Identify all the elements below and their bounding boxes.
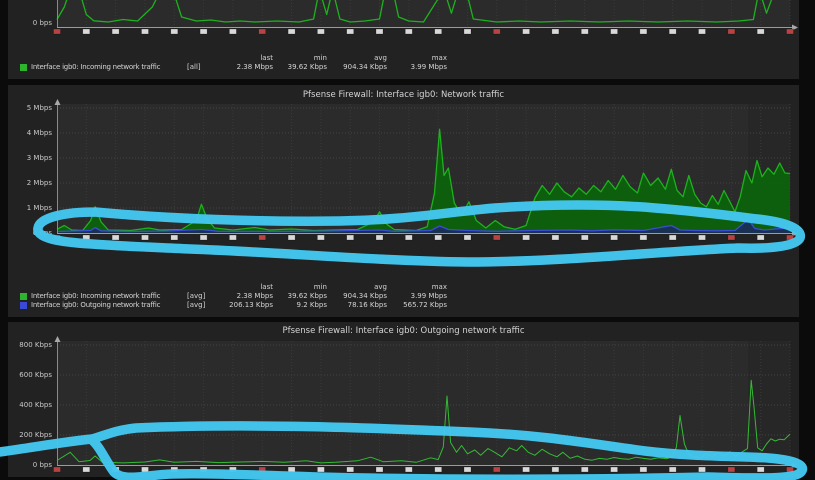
y-axis-label: 2 Mbps bbox=[26, 179, 52, 187]
series-mode: [avg] bbox=[187, 301, 206, 309]
y-axis-label: 5 Mbps bbox=[26, 104, 52, 112]
panel-outgoing-traffic: Pfsense Firewall: Interface igb0: Outgoi… bbox=[8, 322, 799, 477]
panel-network-traffic: Pfsense Firewall: Interface igb0: Networ… bbox=[8, 85, 799, 317]
y-axis-label: 400 Kbps bbox=[19, 401, 52, 409]
stat-min: 39.62 Kbps bbox=[287, 63, 327, 71]
stat-min: 39.62 Kbps bbox=[287, 292, 327, 300]
stat-max: 3.99 Mbps bbox=[410, 63, 447, 71]
stat-max: 565.72 Kbps bbox=[403, 301, 447, 309]
panel-title[interactable]: Pfsense Firewall: Interface igb0: Networ… bbox=[302, 90, 505, 100]
legend-header-last: last bbox=[260, 54, 273, 62]
series-label[interactable]: Interface igb0: Incoming network traffic bbox=[31, 63, 161, 71]
y-axis-label: 0 bps bbox=[32, 461, 52, 469]
y-axis-label: 0 bps bbox=[32, 19, 52, 27]
legend-header-avg: avg bbox=[374, 283, 387, 291]
stat-avg: 78.16 Kbps bbox=[347, 301, 387, 309]
legend: last min avg max Interface igb0: Incomin… bbox=[20, 54, 447, 72]
legend-row: Interface igb0: Incoming network traffic… bbox=[20, 292, 447, 301]
stat-last: 2.38 Mbps bbox=[236, 292, 273, 300]
legend: last min avg max Interface igb0: Incomin… bbox=[20, 283, 447, 310]
series-mode: [avg] bbox=[187, 292, 206, 300]
stat-avg: 904.34 Kbps bbox=[343, 292, 387, 300]
legend-header-last: last bbox=[260, 283, 273, 291]
y-axis-label: 800 Kbps bbox=[19, 341, 52, 349]
plot-area[interactable] bbox=[57, 104, 790, 233]
stat-last: 206.13 Kbps bbox=[229, 301, 273, 309]
y-axis-label: 200 Kbps bbox=[19, 431, 52, 439]
y-axis-label: 1 Mbps bbox=[26, 204, 52, 212]
series-swatch bbox=[20, 293, 27, 300]
series-label[interactable]: Interface igb0: Incoming network traffic bbox=[31, 292, 161, 300]
legend-header-row: last min avg max bbox=[20, 54, 447, 63]
panel-incoming-traffic-cropped: last min avg max Interface igb0: Incomin… bbox=[8, 0, 799, 79]
panel-title[interactable]: Pfsense Firewall: Interface igb0: Outgoi… bbox=[282, 326, 525, 336]
legend-header-max: max bbox=[431, 54, 447, 62]
y-axis-label: 4 Mbps bbox=[26, 129, 52, 137]
series-swatch bbox=[20, 302, 27, 309]
series-label[interactable]: Interface igb0: Outgoing network traffic bbox=[31, 301, 161, 309]
legend-header-avg: avg bbox=[374, 54, 387, 62]
legend-row: Interface igb0: Incoming network traffic… bbox=[20, 63, 447, 72]
y-axis-label: 3 Mbps bbox=[26, 154, 52, 162]
series-swatch bbox=[20, 64, 27, 71]
legend-row: Interface igb0: Outgoing network traffic… bbox=[20, 301, 447, 310]
legend-header-max: max bbox=[431, 283, 447, 291]
stat-min: 9.2 Kbps bbox=[296, 301, 327, 309]
plot-area[interactable] bbox=[57, 0, 790, 27]
stat-max: 3.99 Mbps bbox=[410, 292, 447, 300]
y-axis-label: 0 bps bbox=[32, 229, 52, 237]
legend-header-min: min bbox=[313, 54, 327, 62]
stat-last: 2.38 Mbps bbox=[236, 63, 273, 71]
plot-area[interactable] bbox=[57, 341, 790, 465]
legend-header-row: last min avg max bbox=[20, 283, 447, 292]
legend-header-min: min bbox=[313, 283, 327, 291]
stat-avg: 904.34 Kbps bbox=[343, 63, 387, 71]
y-axis-label: 600 Kbps bbox=[19, 371, 52, 379]
series-mode: [all] bbox=[187, 63, 201, 71]
